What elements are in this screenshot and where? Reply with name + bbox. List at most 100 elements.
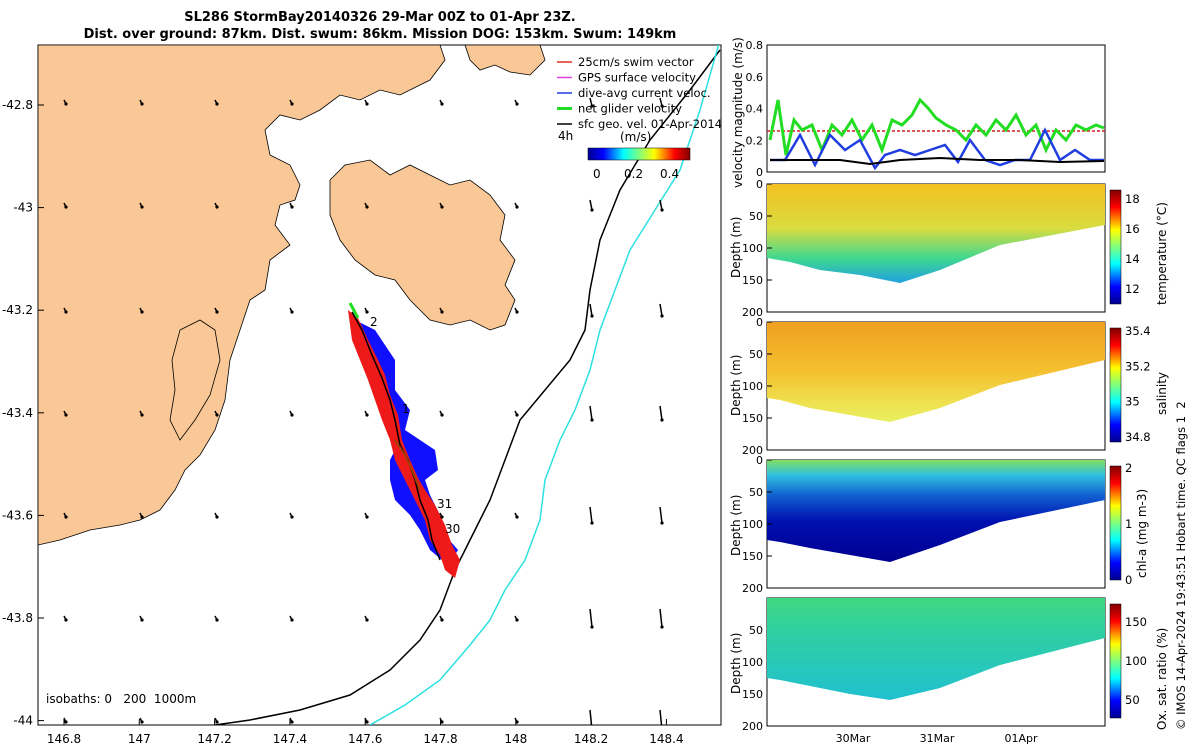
salinity-ylabel: Depth (m)	[729, 355, 743, 416]
oxygen-panel: 50 100 150 200 150 100 50 Depth (m) Ox. sat. r…	[729, 597, 1169, 733]
land-peninsula	[329, 159, 516, 331]
y-tick-label: 0	[756, 316, 763, 329]
y-tick-label: 50	[749, 210, 763, 223]
geo-arrow-head	[515, 310, 519, 314]
legend-label: GPS surface velocity	[578, 71, 696, 85]
cb-tick-label: 16	[1125, 222, 1140, 236]
legend-label: dive-avg current veloc.	[578, 86, 711, 100]
isobath-1000	[369, 45, 720, 725]
geo-arrow-head	[440, 720, 444, 724]
geo-arrow-head	[215, 720, 219, 724]
y-tick-label: 0	[756, 454, 763, 467]
y-tick-label: 0.2	[746, 134, 764, 147]
lat-tick-label: -43.2	[2, 303, 33, 317]
y-tick-label: 50	[749, 624, 763, 637]
geo-arrow-head	[140, 720, 144, 724]
temperature-ylabel: Depth (m)	[729, 217, 743, 278]
geo-arrow-head	[140, 618, 144, 622]
y-tick-label: 100	[742, 656, 763, 669]
temperature-panel: 0 50 100 150 200 18 16 14 12 Depth (m) temperatu…	[729, 178, 1169, 319]
y-tick-label: 0.8	[746, 39, 764, 52]
y-tick-label: 150	[742, 688, 763, 701]
y-tick-label: 200	[742, 306, 763, 319]
legend-label: 25cm/s swim vector	[578, 55, 694, 69]
y-tick-label: 150	[742, 550, 763, 563]
colorbar-tick-0: 0	[593, 167, 601, 181]
track-label-31: 31	[437, 497, 452, 511]
time-axis: 30Mar 31Mar 01Apr	[836, 732, 1038, 745]
geo-arrow-head	[140, 102, 144, 106]
y-tick-label: 0	[756, 166, 763, 179]
legend-label: sfc geo. vel. 01-Apr-2014	[578, 117, 722, 131]
geo-arrow	[589, 405, 593, 421]
lon-tick-label: 147.4	[273, 732, 307, 746]
geo-arrow-head	[515, 515, 519, 519]
geo-arrow	[589, 303, 593, 317]
geo-arrow-head	[64, 720, 68, 724]
velocity-black-line	[770, 156, 1105, 166]
geo-arrow-head	[140, 413, 144, 417]
geo-arrow-head	[290, 720, 294, 724]
y-tick-label: 150	[742, 412, 763, 425]
geo-arrow-head	[365, 618, 369, 622]
geo-arrow-head	[215, 515, 219, 519]
colorbar-title: (m/s)	[620, 130, 651, 144]
geo-arrow	[589, 506, 593, 524]
geo-arrow	[659, 506, 663, 524]
geo-arrow-head	[440, 205, 444, 209]
figure-title: SL286 StormBay20140326 29-Mar 00Z to 01-…	[184, 10, 576, 25]
geo-arrow-head	[290, 102, 294, 106]
chla-cb-label: chl-a (mg m-3)	[1135, 489, 1149, 578]
geo-arrow-head	[515, 102, 519, 106]
geo-arrow-head	[140, 515, 144, 519]
time-tick-label: 30Mar	[836, 732, 871, 745]
geo-arrow-head	[290, 310, 294, 314]
geo-arrow	[659, 608, 663, 628]
footer-text: © IMOS 14-Apr-2024 19:43:51 Hobart time.…	[1174, 401, 1188, 730]
lat-tick-label: -43.6	[2, 508, 33, 522]
legend-label: net glider velocity	[578, 102, 682, 116]
geo-arrow-head	[660, 625, 664, 629]
cb-tick-label: 34.8	[1125, 430, 1151, 444]
geo-arrow-head	[365, 515, 369, 519]
geo-arrow-head	[590, 208, 594, 212]
lon-tick-label: 148.4	[649, 732, 683, 746]
geo-arrow-head	[440, 413, 444, 417]
y-tick-label: 100	[742, 518, 763, 531]
salinity-cb-label: salinity	[1155, 372, 1169, 415]
geo-arrow-head	[64, 413, 68, 417]
y-tick-label: 100	[742, 380, 763, 393]
cb-tick-label: 1	[1125, 517, 1132, 531]
cb-tick-label: 35	[1125, 395, 1140, 409]
geo-arrow-head	[590, 418, 594, 422]
geo-arrow-head	[215, 310, 219, 314]
time-tick-label: 31Mar	[920, 732, 955, 745]
geo-arrow-head	[660, 104, 664, 108]
y-tick-label: 0.6	[746, 71, 764, 84]
geo-arrow-head	[215, 205, 219, 209]
track-label-1: 1	[402, 402, 410, 416]
lon-tick-label: 147	[128, 732, 151, 746]
lon-tick-label: 147.8	[423, 732, 457, 746]
geo-arrow-head	[660, 208, 664, 212]
figure-subtitle: Dist. over ground: 87km. Dist. swum: 86k…	[83, 27, 677, 42]
geo-arrow-head	[660, 314, 664, 318]
cb-tick-label: 0	[1125, 573, 1132, 587]
y-tick-label: 100	[742, 242, 763, 255]
cb-tick-label: 14	[1125, 252, 1140, 266]
velocity-green-line	[768, 97, 1105, 156]
speed-colorbar	[587, 147, 691, 161]
lat-tick-label: -42.8	[2, 98, 33, 112]
geo-arrow-head	[290, 205, 294, 209]
geo-arrow-head	[365, 310, 369, 314]
oxygen-ylabel: Depth (m)	[729, 633, 743, 694]
longitude-ticks: 146.8 147 147.2 147.4 147.6 147.8 148 148.2 148.…	[47, 719, 684, 746]
geo-arrow-head	[590, 314, 594, 318]
geo-arrow-head	[590, 104, 594, 108]
map-panel: 146.8 147 147.2 147.4 147.6 147.8 148 148.2 148.…	[2, 44, 722, 746]
cb-tick-label: 35.4	[1125, 324, 1151, 338]
geo-arrow-head	[515, 413, 519, 417]
geo-arrow-head	[64, 102, 68, 106]
y-tick-label: 50	[749, 486, 763, 499]
